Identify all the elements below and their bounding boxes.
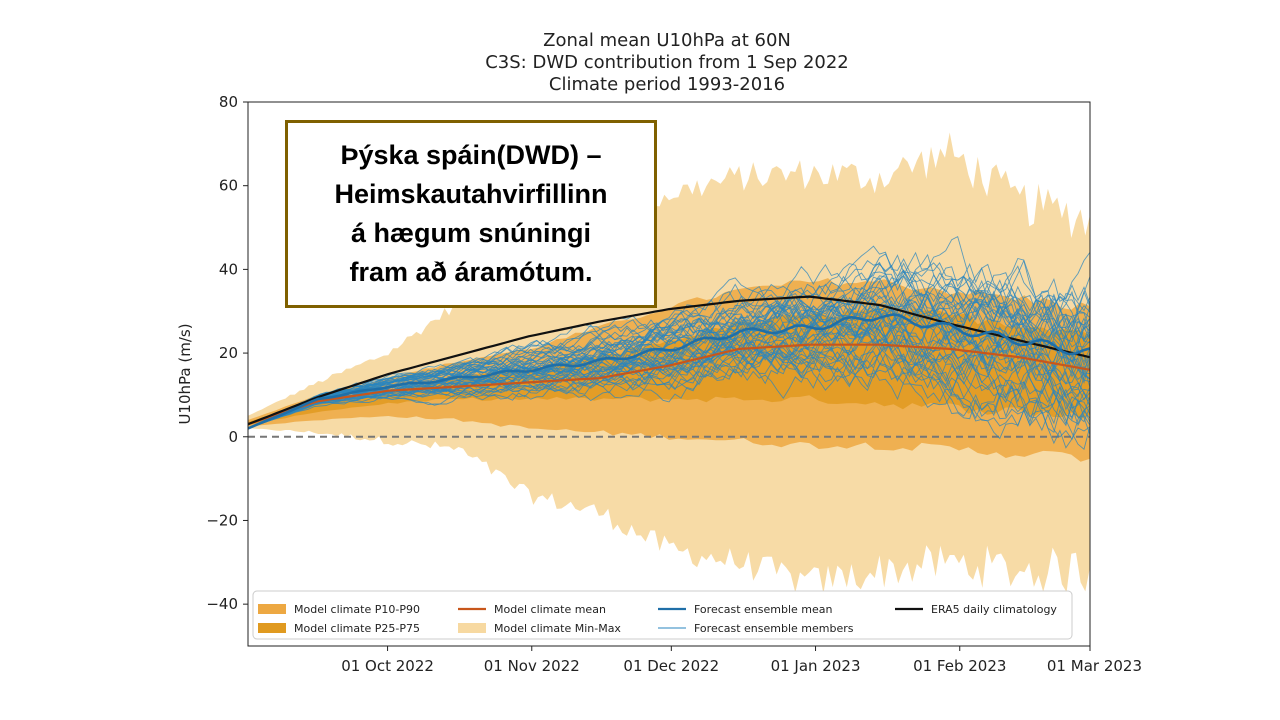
y-tick-label: 60	[219, 177, 238, 195]
legend-label: Forecast ensemble mean	[694, 603, 833, 616]
ensemble-member-line	[247, 288, 1091, 429]
plot-area	[247, 132, 1091, 594]
legend-entry: Forecast ensemble mean	[658, 603, 833, 616]
ensemble-member-line	[247, 280, 1091, 429]
y-tick-label: −40	[206, 595, 238, 613]
ensemble-member-line	[247, 330, 1091, 429]
legend-swatch	[258, 623, 286, 633]
legend-label: Model climate P10-P90	[294, 603, 420, 616]
series-forecast-ensemble-mean	[247, 313, 1091, 430]
y-tick-label: −20	[206, 511, 238, 529]
ensemble-member-line	[247, 303, 1091, 429]
ensemble-member-line	[247, 302, 1091, 429]
y-axis: 80 60 40 20 0 −20 −40	[206, 93, 248, 613]
legend-label: Model climate P25-P75	[294, 622, 420, 635]
y-tick-label: 80	[219, 93, 238, 111]
chart-title-line-3: Climate period 1993-2016	[549, 74, 785, 95]
x-tick-label: 01 Oct 2022	[341, 657, 434, 675]
y-tick-label: 20	[219, 344, 238, 362]
legend-label: ERA5 daily climatology	[931, 603, 1057, 616]
legend-box	[252, 590, 1073, 640]
y-tick-label: 40	[219, 260, 238, 278]
callout-line-3: á hægum snúningi	[351, 218, 591, 248]
legend-entry: Forecast ensemble members	[658, 622, 854, 635]
callout-line-1: Þýska spáin(DWD) –	[340, 140, 602, 170]
legend-swatch	[258, 604, 286, 614]
ensemble-member-line	[247, 254, 1091, 429]
legend-entry: Model climate Min-Max	[458, 622, 621, 635]
ensemble-member-line	[247, 319, 1091, 429]
x-tick-label: 01 Nov 2022	[484, 657, 580, 675]
chart-title-line-1: Zonal mean U10hPa at 60N	[543, 30, 791, 51]
legend-entry: Model climate P10-P90	[258, 603, 420, 616]
plot-frame	[247, 101, 1091, 647]
chart-title-line-2: C3S: DWD contribution from 1 Sep 2022	[485, 52, 849, 73]
legend-label: Forecast ensemble members	[694, 622, 854, 635]
ensemble-member-line	[247, 289, 1091, 429]
legend-entry: ERA5 daily climatology	[895, 603, 1057, 616]
callout-line-4: fram að áramótum.	[349, 257, 593, 287]
series-model-climate-mean	[247, 343, 1091, 426]
ensemble-member-line	[247, 320, 1091, 429]
chart-title: Zonal mean U10hPa at 60N C3S: DWD contri…	[485, 30, 849, 95]
x-tick-label: 01 Dec 2022	[623, 657, 719, 675]
x-tick-label: 01 Jan 2023	[771, 657, 861, 675]
y-axis-label: U10hPa (m/s)	[176, 323, 194, 424]
legend: Model climate P10-P90 Model climate P25-P…	[252, 590, 1073, 640]
legend-entry: Model climate mean	[458, 603, 606, 616]
legend-label: Model climate Min-Max	[494, 622, 621, 635]
ensemble-member-line	[247, 328, 1091, 429]
x-tick-label: 01 Feb 2023	[913, 657, 1006, 675]
x-tick-label: 01 Mar 2023	[1047, 657, 1142, 675]
legend-entry: Model climate P25-P75	[258, 622, 420, 635]
annotation-callout: Þýska spáin(DWD) – Heimskautahvirfillinn…	[285, 120, 657, 308]
x-axis: 01 Oct 2022 01 Nov 2022 01 Dec 2022 01 Jan …	[341, 646, 1142, 675]
callout-line-2: Heimskautahvirfillinn	[334, 179, 608, 209]
ensemble-member-line	[247, 257, 1091, 429]
ensemble-member-line	[247, 265, 1091, 429]
y-tick-label: 0	[228, 428, 238, 446]
legend-swatch	[458, 623, 486, 633]
legend-label: Model climate mean	[494, 603, 606, 616]
